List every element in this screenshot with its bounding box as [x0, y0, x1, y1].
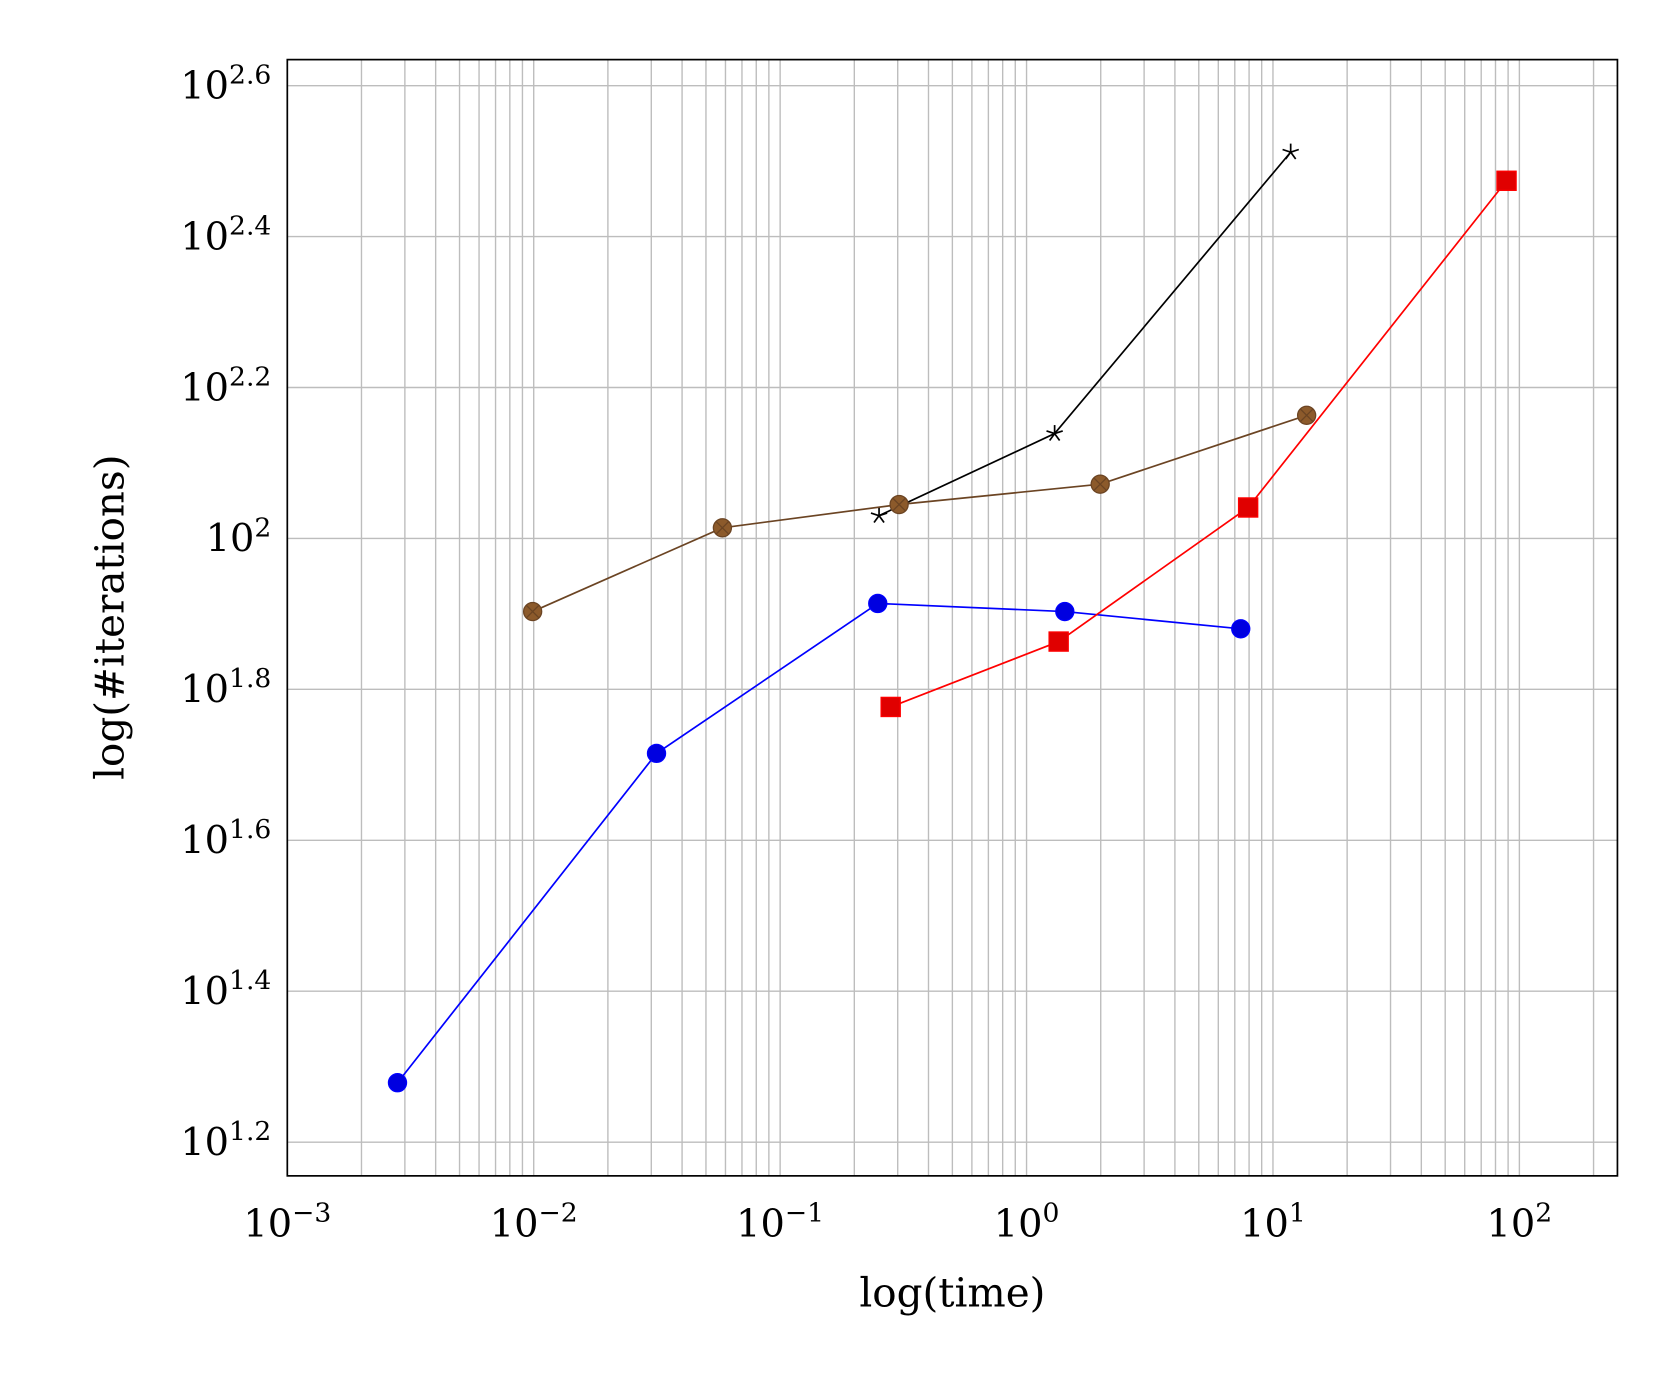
tick-exponent: 1.2	[229, 1116, 271, 1147]
data-point	[870, 507, 888, 524]
plot-frame	[286, 58, 1619, 1177]
tick-base: 10	[994, 1202, 1043, 1247]
tick-exponent: 2	[254, 512, 271, 543]
x-axis-label: log(time)	[859, 1269, 1045, 1317]
tick-exponent: 0	[1042, 1198, 1059, 1229]
tick-base: 10	[180, 1120, 229, 1165]
x-tick-label: 101	[1240, 1198, 1306, 1247]
tick-exponent: 1.6	[229, 814, 271, 845]
data-point	[1090, 474, 1110, 494]
tick-base: 10	[180, 818, 229, 863]
data-point	[1046, 425, 1063, 441]
data-point	[1231, 619, 1251, 639]
data-point	[1296, 405, 1317, 425]
data-point	[646, 743, 667, 764]
series-1	[387, 593, 1251, 1093]
data-point	[522, 601, 543, 622]
series-line	[878, 151, 1292, 517]
data-point	[1496, 170, 1517, 191]
y-tick-label: 102.2	[180, 361, 271, 410]
data-point	[889, 494, 909, 515]
grid	[287, 59, 1618, 1176]
data-point	[1055, 601, 1075, 622]
data-point	[712, 518, 733, 538]
tick-base: 10	[1487, 1202, 1536, 1247]
series-2	[880, 170, 1517, 718]
tick-exponent: 2.4	[229, 210, 271, 241]
tick-base: 10	[736, 1202, 785, 1247]
tick-base: 10	[1240, 1202, 1289, 1247]
data-point	[880, 696, 901, 718]
x-tick-label: 10−2	[490, 1198, 578, 1247]
y-tick-label: 101.8	[180, 663, 271, 712]
series-layer	[387, 143, 1517, 1093]
series-3	[870, 143, 1300, 524]
tick-exponent: 2.6	[229, 60, 271, 91]
y-tick-label: 101.6	[180, 814, 271, 863]
data-point	[1282, 143, 1300, 160]
data-point	[1237, 497, 1259, 518]
tick-base: 10	[180, 63, 229, 108]
x-tick-labels: 10−3 10−2 10−1 100 101 102	[243, 1198, 1552, 1247]
data-point	[1048, 631, 1069, 652]
y-axis-label: log(#iterations)	[85, 455, 133, 780]
series-line	[532, 414, 1307, 613]
y-tick-label: 102	[206, 512, 272, 561]
series-4	[522, 405, 1317, 622]
tick-exponent: 2.2	[229, 361, 271, 392]
series-line	[890, 180, 1508, 708]
tick-base: 10	[180, 969, 229, 1014]
x-tick-label: 10−1	[736, 1198, 824, 1247]
x-tick-label: 102	[1487, 1198, 1553, 1247]
tick-exponent: 1	[1289, 1198, 1306, 1229]
series-line	[396, 602, 1241, 1084]
y-tick-label: 101.2	[180, 1116, 271, 1165]
tick-exponent: 1.8	[229, 663, 271, 694]
y-tick-label: 102.4	[180, 210, 271, 259]
tick-exponent: 2	[1535, 1198, 1552, 1229]
tick-base: 10	[180, 667, 229, 712]
data-point	[868, 593, 888, 614]
tick-exponent: −2	[538, 1198, 577, 1229]
tick-base: 10	[180, 214, 229, 259]
y-tick-label: 102.6	[180, 60, 271, 109]
tick-exponent: 1.4	[229, 965, 271, 996]
x-tick-label: 100	[994, 1198, 1060, 1247]
tick-base: 10	[490, 1202, 539, 1247]
data-point	[387, 1073, 408, 1093]
tick-base: 10	[180, 365, 229, 410]
y-tick-label: 101.4	[180, 965, 271, 1014]
tick-base: 10	[243, 1202, 292, 1247]
tick-exponent: −3	[292, 1198, 331, 1229]
x-tick-label: 10−3	[243, 1198, 331, 1247]
tick-base: 10	[206, 516, 255, 561]
tick-exponent: −1	[785, 1198, 824, 1229]
